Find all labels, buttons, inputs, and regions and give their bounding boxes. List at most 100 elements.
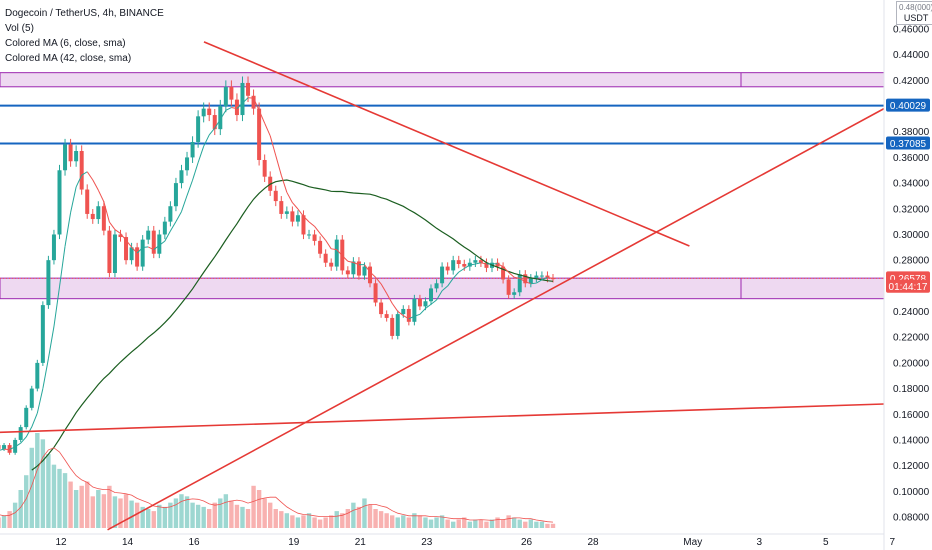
volume-bar xyxy=(73,490,79,528)
candle-body xyxy=(207,108,212,116)
symbol-title[interactable]: Dogecoin / TetherUS, 4h, BINANCE xyxy=(5,8,164,19)
candle-body xyxy=(423,301,428,307)
trendline-layer[interactable] xyxy=(0,41,885,531)
ma-short-segment xyxy=(292,202,299,210)
volume-bars xyxy=(0,433,556,528)
price-zone[interactable] xyxy=(0,72,885,88)
volume-bar xyxy=(323,517,328,528)
candle-body xyxy=(112,234,117,273)
volume-indicator-label[interactable]: Vol (5) xyxy=(5,23,34,34)
ma-short-segment xyxy=(391,303,399,312)
ma-short-segment xyxy=(164,230,171,242)
ma-short-segment xyxy=(519,277,526,283)
candle-body xyxy=(218,106,223,130)
candle-body xyxy=(445,266,450,271)
candle-body xyxy=(107,230,112,273)
volume-bar xyxy=(134,502,140,528)
price-tick-label: 0.12000 xyxy=(893,461,930,472)
volume-bar xyxy=(218,498,223,528)
ma-short-indicator-label[interactable]: Colored MA (6, close, sma) xyxy=(5,38,126,49)
volume-bar xyxy=(96,490,101,528)
volume-bar xyxy=(195,504,201,528)
price-tick-label: 0.20000 xyxy=(893,358,930,369)
price-tick-label: 0.16000 xyxy=(893,410,930,421)
price-tick-label: 0.44000 xyxy=(893,50,930,61)
candle-body xyxy=(295,215,300,222)
ma-long-indicator-label[interactable]: Colored MA (42, close, sma) xyxy=(5,53,132,64)
price-tick-label: 0.10000 xyxy=(893,487,930,498)
price-label-text: 01:44:17 xyxy=(889,282,928,293)
chart-legend: Dogecoin / TetherUS, 4h, BINANCE Vol (5)… xyxy=(5,6,164,66)
volume-bar xyxy=(378,511,384,528)
volume-bar xyxy=(251,485,256,528)
volume-bar xyxy=(85,481,90,528)
ma-short-segment xyxy=(142,246,149,249)
time-axis[interactable]: 12 14 16 19 21 23 26 28 May 3 5 7 xyxy=(55,537,895,548)
volume-bar xyxy=(528,519,534,528)
ma-short-segment xyxy=(20,436,27,444)
ma-short-segment xyxy=(280,175,288,193)
zone-layer xyxy=(0,72,885,300)
trendline[interactable] xyxy=(107,107,885,531)
ma-short-segment xyxy=(175,211,182,222)
trendline[interactable] xyxy=(0,403,885,434)
price-tick-label: 0.28000 xyxy=(893,256,930,267)
ma-short-segment xyxy=(464,264,471,269)
candle-body xyxy=(406,308,411,322)
volume-bar xyxy=(384,513,389,528)
price-axis[interactable]: 0.46000 0.44000 0.42000 0.38000 0.36000 0.340… xyxy=(893,25,930,524)
candle-body xyxy=(151,230,156,254)
ma-short-segment xyxy=(231,107,238,110)
ma-short-segment xyxy=(192,162,199,181)
volume-bar xyxy=(456,519,461,528)
volume-bar xyxy=(445,519,450,528)
volume-bar xyxy=(245,509,251,528)
candle-body xyxy=(373,283,378,303)
volume-bar xyxy=(428,519,434,528)
candle-body xyxy=(229,86,234,100)
ma-short-segment xyxy=(169,221,177,232)
price-tick-label: 0.30000 xyxy=(893,230,930,241)
time-tick-label: 5 xyxy=(823,537,829,548)
ma-long-line[interactable] xyxy=(31,179,554,471)
volume-bar xyxy=(539,521,545,528)
ma-short-segment xyxy=(31,413,38,428)
ma-short-segment xyxy=(314,226,321,234)
volume-bar xyxy=(51,464,57,528)
time-tick-label: 7 xyxy=(889,537,895,548)
ma-short-segment xyxy=(319,233,327,241)
candle-body xyxy=(412,298,417,322)
ma-short-segment xyxy=(436,290,443,301)
price-tick-label: 0.22000 xyxy=(893,333,930,344)
ma-short-segment xyxy=(269,135,277,156)
ma-short-segment xyxy=(92,179,99,191)
candle-body xyxy=(279,201,284,214)
volume-bar xyxy=(439,515,445,528)
ma-short-segment xyxy=(181,195,188,212)
candle-body xyxy=(395,314,400,336)
price-unit-badge: 0.48(000) USDT xyxy=(896,1,932,25)
ma-short-segment xyxy=(42,358,49,389)
candle-body xyxy=(162,221,167,235)
ma-short-segment xyxy=(236,102,243,109)
candle-body xyxy=(29,388,34,408)
volume-bar xyxy=(467,521,473,528)
candle-body xyxy=(124,237,129,261)
candle-body xyxy=(512,292,517,295)
trendline[interactable] xyxy=(203,41,690,247)
candle-body xyxy=(0,445,1,449)
candle-body xyxy=(473,260,478,263)
volume-bar xyxy=(229,500,234,528)
ma-short-segment xyxy=(197,146,205,163)
ma-short-segment xyxy=(47,326,55,359)
ma-short-segment xyxy=(120,233,127,241)
time-tick-label: 21 xyxy=(355,537,367,548)
volume-bar xyxy=(417,515,423,528)
volume-bar xyxy=(173,498,179,528)
ma-short-segment xyxy=(458,268,465,273)
volume-bar xyxy=(545,523,550,528)
volume-bar xyxy=(534,521,539,528)
ma-short-segment xyxy=(364,264,371,273)
